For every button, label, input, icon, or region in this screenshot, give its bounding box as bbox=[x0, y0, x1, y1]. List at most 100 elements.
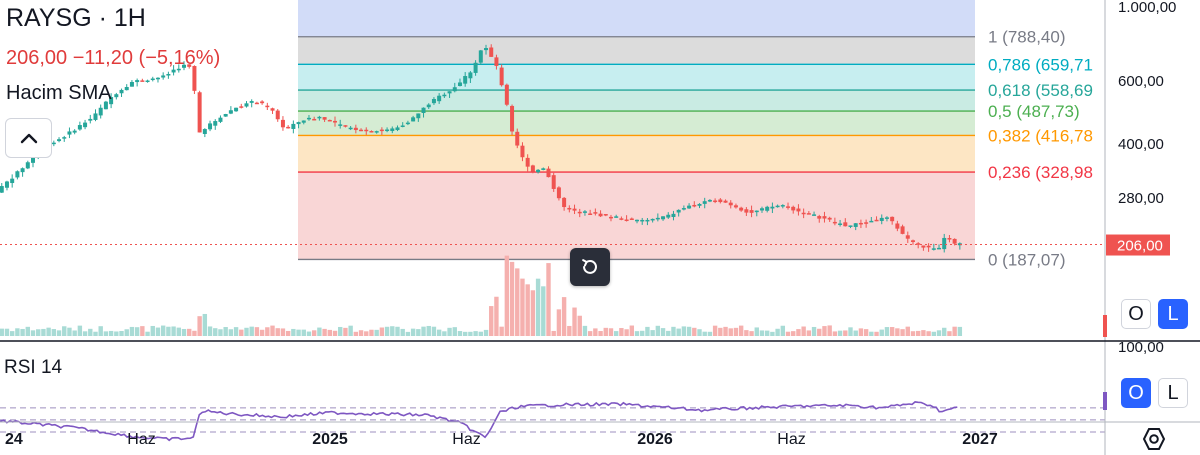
candle-body bbox=[593, 212, 598, 214]
candle-body bbox=[62, 137, 67, 139]
volume-bar bbox=[936, 330, 942, 336]
candle-body bbox=[869, 220, 874, 223]
fib-zone bbox=[298, 135, 975, 173]
candle-body bbox=[910, 240, 915, 242]
volume-bar bbox=[853, 330, 858, 336]
volume-bar bbox=[249, 326, 254, 336]
candle-body bbox=[369, 131, 374, 133]
rsi-line bbox=[0, 401, 958, 442]
volume-bar bbox=[20, 328, 25, 336]
volume-bar bbox=[77, 325, 83, 336]
volume-bar bbox=[228, 329, 234, 336]
candle-body bbox=[88, 118, 93, 121]
volume-bar bbox=[598, 331, 603, 336]
volume-bar bbox=[822, 326, 827, 336]
candle-body bbox=[468, 72, 473, 79]
volume-bar bbox=[613, 331, 619, 336]
volume-bar bbox=[884, 327, 890, 336]
volume-bar bbox=[202, 313, 208, 336]
volume-bar bbox=[520, 278, 525, 336]
candle-body bbox=[280, 119, 285, 128]
volume-axis-marker bbox=[1103, 315, 1107, 337]
candle-body bbox=[759, 208, 764, 211]
candle-body bbox=[473, 62, 478, 73]
volume-bar bbox=[296, 329, 301, 336]
candle-body bbox=[661, 216, 666, 220]
candle-body bbox=[484, 48, 489, 51]
volume-bar bbox=[374, 329, 379, 336]
volume-bar bbox=[181, 328, 187, 336]
volume-bar bbox=[666, 330, 671, 336]
candle-body bbox=[489, 47, 494, 57]
volume-bar bbox=[338, 326, 343, 336]
volume-bar bbox=[317, 327, 322, 336]
rsi-o-button[interactable]: O bbox=[1121, 378, 1151, 408]
candle-body bbox=[333, 120, 338, 123]
fib-level-label: 0,618 (558,69 bbox=[988, 81, 1093, 100]
candle-body bbox=[676, 209, 681, 213]
candle-body bbox=[31, 157, 36, 163]
candle-body bbox=[947, 238, 952, 240]
candle-body bbox=[457, 82, 462, 87]
candle-body bbox=[739, 207, 744, 211]
candle-body bbox=[838, 223, 843, 225]
candle-body bbox=[786, 206, 791, 208]
candle-body bbox=[733, 205, 738, 208]
volume-bar bbox=[348, 325, 353, 336]
volume-bar bbox=[515, 268, 520, 336]
price-tick-label: 280,00 bbox=[1118, 190, 1164, 207]
candle-body bbox=[702, 201, 707, 204]
volume-bar bbox=[811, 326, 817, 336]
candle-body bbox=[806, 213, 811, 215]
volume-bar bbox=[364, 331, 369, 336]
volume-bar bbox=[332, 330, 338, 336]
volume-bar bbox=[619, 328, 624, 336]
fibonacci-retracement: 1 (788,40) 0,786 (659,71 0,618 (558,69 0,5 … bbox=[298, 0, 1093, 269]
collapse-button[interactable] bbox=[5, 118, 52, 158]
volume-bar bbox=[910, 331, 916, 336]
volume-bar bbox=[426, 325, 431, 336]
candle-body bbox=[957, 243, 962, 246]
volume-bar bbox=[56, 330, 62, 336]
candle-body bbox=[754, 210, 759, 213]
candle-body bbox=[671, 213, 676, 217]
candle-body bbox=[265, 105, 270, 108]
candle-body bbox=[385, 129, 390, 132]
volume-bar bbox=[572, 307, 577, 336]
volume-bar bbox=[660, 328, 666, 336]
candle-body bbox=[546, 168, 551, 178]
volume-bar bbox=[957, 326, 963, 336]
volume-bar bbox=[577, 315, 582, 336]
candle-body bbox=[942, 237, 947, 250]
volume-bar bbox=[301, 329, 306, 336]
candle-body bbox=[77, 125, 82, 130]
volume-sma-label[interactable]: Hacim SMA bbox=[6, 82, 112, 104]
rsi-l-button[interactable]: L bbox=[1158, 378, 1188, 408]
candle-body bbox=[327, 119, 332, 122]
volume-bar bbox=[0, 328, 4, 336]
volume-bar bbox=[712, 325, 718, 336]
reset-chart-button[interactable] bbox=[570, 248, 610, 286]
candle-body bbox=[338, 124, 343, 126]
volume-bar bbox=[395, 326, 400, 336]
volume-bar bbox=[82, 331, 88, 336]
candle-body bbox=[218, 117, 223, 122]
rsi-label[interactable]: RSI 14 bbox=[4, 357, 63, 378]
volume-bar bbox=[405, 331, 411, 336]
price-o-button[interactable]: O bbox=[1121, 299, 1151, 329]
candle-body bbox=[520, 145, 525, 158]
candle-body bbox=[775, 205, 780, 208]
price-l-button[interactable]: L bbox=[1158, 299, 1188, 329]
settings-gear-icon[interactable] bbox=[1140, 425, 1168, 453]
candle-body bbox=[728, 202, 733, 206]
candle-body bbox=[588, 213, 593, 215]
volume-bar bbox=[801, 326, 806, 336]
volume-bar bbox=[863, 329, 869, 336]
candle-body bbox=[51, 142, 56, 145]
symbol-title[interactable]: RAYSG · 1H bbox=[6, 4, 146, 32]
volume-bar bbox=[197, 316, 202, 336]
candle-body bbox=[536, 169, 541, 173]
candle-body bbox=[10, 178, 15, 184]
volume-bars bbox=[0, 255, 963, 336]
